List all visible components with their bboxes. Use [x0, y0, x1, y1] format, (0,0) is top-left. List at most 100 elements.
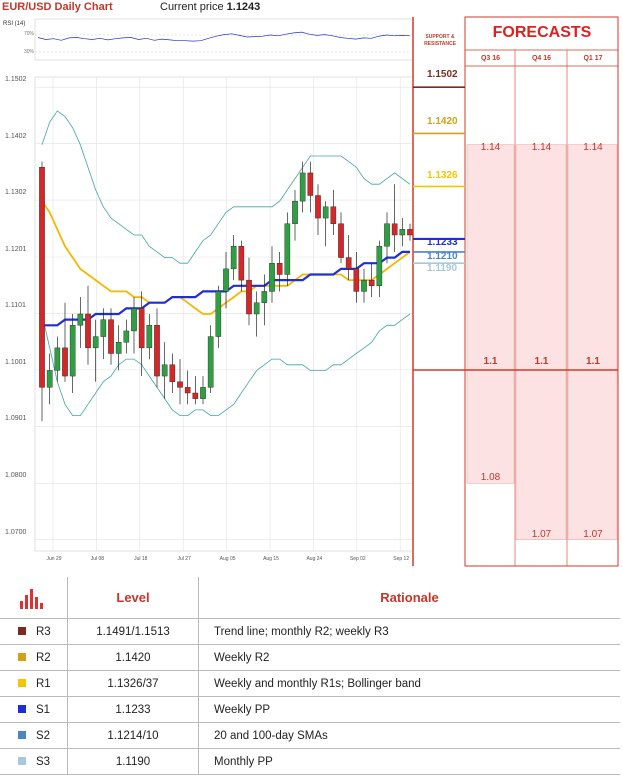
table-row: S3 1.1190 Monthly PP	[0, 748, 620, 775]
candle-body	[115, 342, 122, 354]
x-tick-label: Aug 05	[219, 556, 236, 562]
forecast-upper-q1: 1.14	[583, 142, 603, 153]
table-row: R2 1.1420 Weekly R2	[0, 644, 620, 671]
row-level: 1.1326/37	[67, 670, 199, 697]
row-name: R3	[36, 625, 51, 638]
main-plot-frame	[34, 76, 414, 552]
table-row: S2 1.1214/10 20 and 100-day SMAs	[0, 722, 620, 749]
forecast-col-q1: Q1 17	[583, 55, 603, 62]
forecasts-title: FORECASTS	[492, 24, 592, 41]
rsi-lower-tick: 30%	[24, 49, 35, 55]
candle-body	[200, 387, 206, 399]
table-row: R3 1.1491/1.1513 Trend line; monthly R2;…	[0, 618, 620, 645]
current-price: Current price 1.1243	[160, 1, 260, 13]
level-s2-label: 1.1210	[427, 251, 458, 262]
row-name: R1	[36, 677, 51, 690]
candle-body	[399, 229, 406, 236]
candle-body	[92, 336, 99, 349]
row-rationale: Trend line; monthly R2; weekly R3	[198, 618, 620, 645]
row-level: 1.1491/1.1513	[67, 618, 199, 645]
y-tick-label: 1.1302	[5, 189, 27, 196]
level-s1-label: 1.1233	[427, 237, 458, 248]
candle-body	[269, 263, 275, 292]
candle-body	[138, 308, 145, 349]
candle-body	[353, 268, 360, 292]
candle-body	[368, 279, 375, 286]
forecast-lower-q4: 1.07	[531, 529, 552, 540]
forecast-middle-q1: 1.1	[586, 356, 600, 367]
row-level: 1.1233	[67, 696, 199, 723]
candle-body	[69, 325, 76, 377]
chart-title: EUR/USD Daily Chart	[2, 1, 113, 13]
forecast-middle-q4: 1.1	[534, 356, 549, 367]
s2-swatch	[18, 731, 26, 740]
candle-body	[391, 223, 398, 236]
s1-swatch	[18, 705, 26, 714]
levels-table: Level Rationale R3 1.1491/1.1513 Trend l…	[0, 577, 620, 775]
candle-body	[192, 392, 199, 399]
level-s3-label: 1.1190	[427, 263, 458, 274]
candle-body	[246, 279, 252, 315]
forecast-ranges	[466, 144, 618, 540]
candle-body	[46, 370, 53, 388]
price-label: Current price	[160, 1, 224, 13]
row-name: S2	[36, 729, 51, 742]
x-tick-label: Sep 12	[393, 556, 410, 562]
candle-body	[154, 325, 160, 377]
forecast-range-box	[466, 144, 515, 484]
candle-body	[345, 257, 352, 270]
rsi-upper-tick: 70%	[24, 31, 35, 37]
candle-body	[146, 325, 153, 349]
x-tick-label: Jul 18	[134, 556, 148, 562]
candle-body	[169, 364, 176, 382]
x-tick-label: Aug 24	[306, 556, 323, 562]
r3-swatch	[18, 627, 26, 636]
candle-body	[62, 347, 68, 377]
candle-body	[177, 381, 183, 388]
candle-body	[407, 229, 413, 236]
candle-body	[215, 291, 222, 337]
candle-body	[131, 308, 137, 332]
bollinger-lower-line	[41, 313, 411, 417]
candle-body	[39, 167, 45, 388]
s3-swatch	[18, 757, 26, 766]
forecast-middle-q3: 1.1	[483, 356, 498, 367]
rsi-label: RSI (14)	[3, 21, 26, 27]
level-r3-label: 1.1502	[427, 69, 458, 80]
candles	[39, 161, 413, 422]
candle-body	[307, 172, 314, 196]
y-tick-label: 1.1101	[5, 302, 26, 310]
level-header: Level	[67, 577, 199, 619]
y-tick-label: 1.1502	[5, 76, 27, 84]
candle-body	[376, 246, 383, 286]
bollinger-upper-line	[41, 110, 411, 264]
y-tick-label: 1.0901	[5, 415, 27, 423]
y-tick-label: 1.0700	[5, 528, 27, 536]
r1-swatch	[18, 679, 26, 688]
bar-chart-icon	[20, 588, 43, 609]
candle-body	[292, 200, 298, 224]
support-resistance-lines	[413, 86, 465, 265]
bollinger-bands	[41, 110, 411, 417]
candle-body	[299, 172, 306, 202]
x-tick-label: Aug 15	[263, 556, 279, 562]
rsi-line	[37, 31, 411, 42]
r2-swatch	[18, 653, 26, 662]
candle-body	[338, 223, 344, 258]
y-tick-label: 1.1001	[5, 358, 27, 366]
candle-body	[315, 195, 321, 219]
grid	[35, 77, 413, 551]
candle-body	[207, 336, 214, 388]
rsi-panel	[34, 18, 414, 61]
row-rationale: 20 and 100-day SMAs	[198, 722, 620, 749]
row-level: 1.1420	[67, 644, 199, 671]
y-tick-label: 1.1201	[5, 246, 27, 253]
candle-body	[223, 268, 229, 292]
candle-body	[276, 263, 283, 275]
candle-body	[253, 302, 260, 315]
levels-table-header: Level Rationale	[0, 577, 620, 619]
row-rationale: Weekly PP	[198, 696, 620, 723]
price-value: 1.1243	[226, 1, 261, 13]
row-name: S1	[36, 703, 51, 716]
row-level: 1.1214/10	[67, 722, 199, 749]
